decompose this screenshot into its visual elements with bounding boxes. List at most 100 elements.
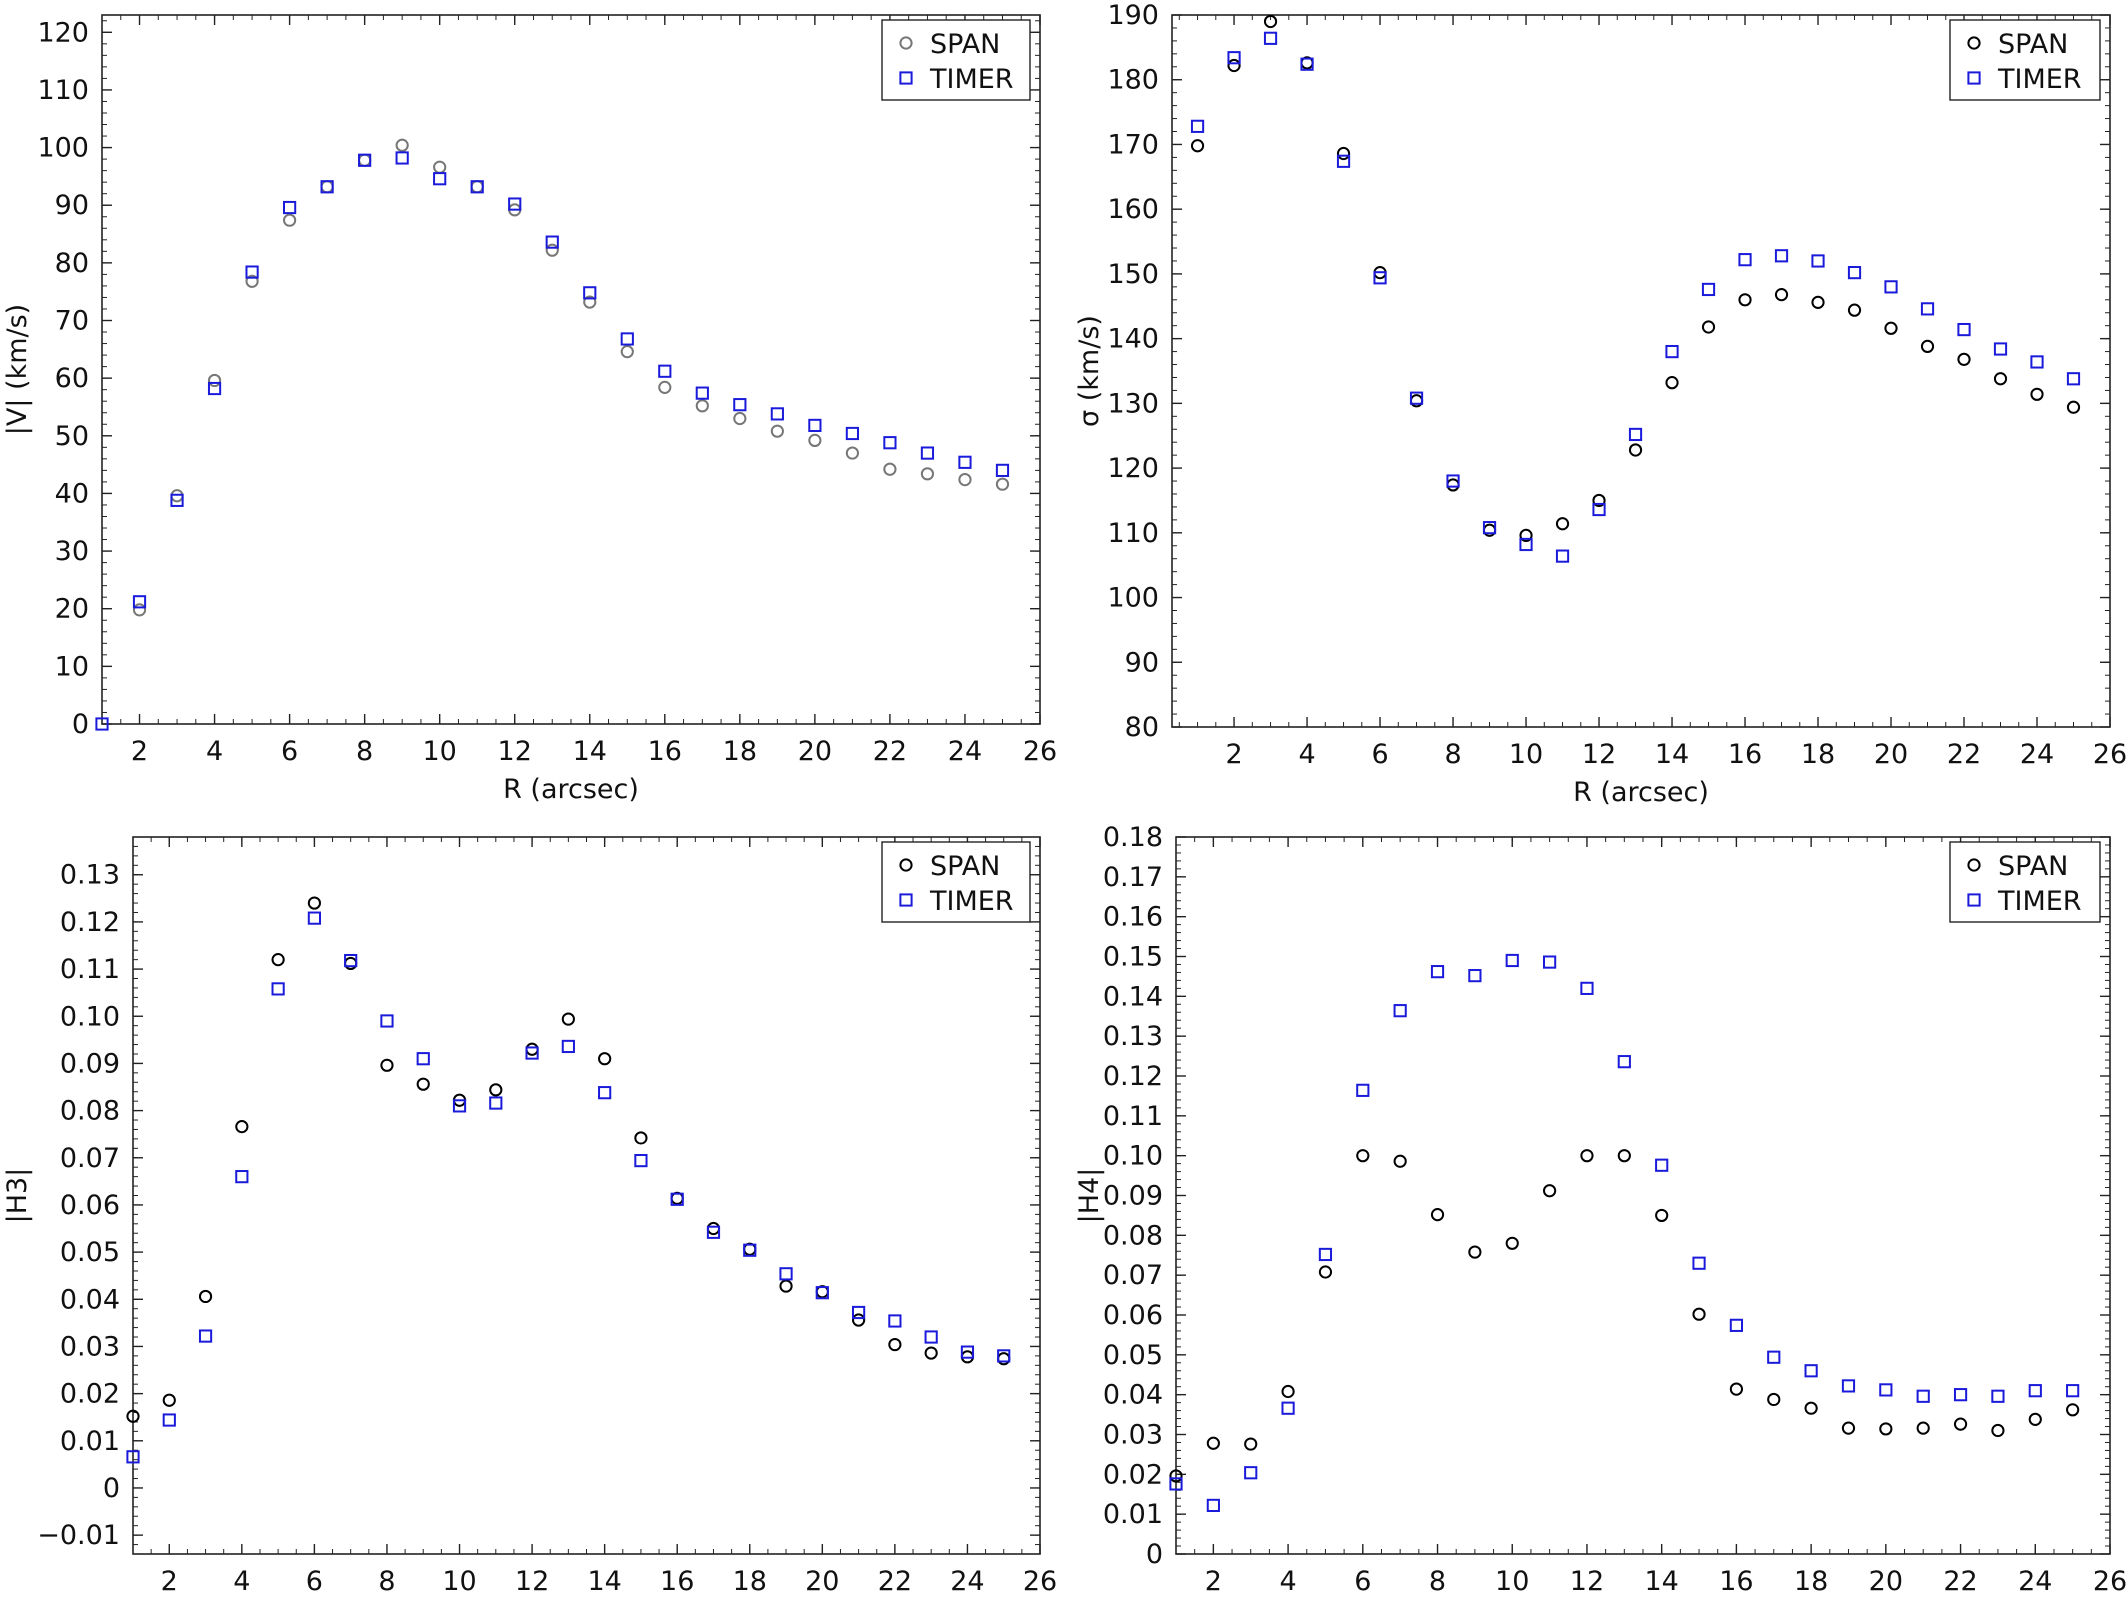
h4-y-tick-label: 0.18 xyxy=(1103,822,1163,853)
velocity-plot-frame xyxy=(101,14,1041,725)
h4-x-tick-label: 22 xyxy=(1943,1566,1977,1597)
h4-x-tick-label: 4 xyxy=(1279,1566,1296,1597)
h3-legend-label-span: SPAN xyxy=(930,851,1000,882)
h4-timer-point xyxy=(1505,953,1519,968)
dispersion-x-tick-label: 10 xyxy=(1509,739,1543,770)
velocity-legend-label-span: SPAN xyxy=(930,29,1000,60)
h4-span-point xyxy=(1580,1149,1594,1163)
dispersion-span-point xyxy=(1774,288,1789,302)
h4-x-tick-label: 6 xyxy=(1354,1566,1371,1597)
dispersion-y-tick-label: 160 xyxy=(1107,194,1159,225)
velocity-timer-point xyxy=(358,153,372,167)
dispersion-y-tick-label: 150 xyxy=(1107,259,1159,290)
velocity-timer-point xyxy=(245,265,259,279)
h4-y-tick-label: 0.02 xyxy=(1103,1459,1163,1490)
h3-timer-point xyxy=(235,1170,249,1184)
h4-span-point xyxy=(1692,1307,1706,1321)
h4-span-point xyxy=(1356,1149,1370,1163)
h4-span-point xyxy=(1729,1382,1744,1396)
h3-timer-point xyxy=(852,1305,866,1320)
h3-legend-box xyxy=(881,841,1031,923)
h4-span-point xyxy=(1281,1384,1295,1399)
h3-span-point xyxy=(634,1131,648,1145)
velocity-span-point xyxy=(695,399,709,413)
h4-panel: 2 4 6 8 10 12 14 16 18 20 22 24 2600.010.020.030.040… xyxy=(1074,822,2127,1606)
dispersion-x-tick-label: 6 xyxy=(1371,739,1388,770)
dispersion-x-tick-label: 24 xyxy=(2020,739,2054,770)
h4-timer-point xyxy=(1543,955,1557,969)
h3-timer-point xyxy=(960,1345,975,1359)
dispersion-y-tick-label: 80 xyxy=(1125,712,1159,743)
velocity-y-tick-label: 20 xyxy=(55,594,89,625)
h3-timer-point xyxy=(126,1450,140,1464)
h4-y-tick-label: 0.12 xyxy=(1103,1061,1163,1092)
square-marker-icon xyxy=(1967,71,1981,85)
dispersion-timer-point xyxy=(1884,280,1898,294)
circle-marker-icon xyxy=(1967,858,1981,872)
velocity-span-point xyxy=(995,477,1010,491)
h3-span-point xyxy=(126,1409,140,1423)
dispersion-timer-point xyxy=(1555,549,1570,563)
velocity-span-point xyxy=(395,138,409,152)
circle-marker-icon xyxy=(899,36,913,50)
h3-x-tick-label: 20 xyxy=(805,1566,839,1597)
velocity-span-point xyxy=(545,243,559,257)
velocity-timer-point xyxy=(583,286,597,300)
h3-y-tick-label: 0.01 xyxy=(60,1426,120,1457)
h4-x-tick-label: 14 xyxy=(1645,1566,1679,1597)
dispersion-span-point xyxy=(1592,493,1606,508)
velocity-y-tick-label: 70 xyxy=(55,306,89,337)
h4-span-point xyxy=(2066,1403,2080,1417)
dispersion-x-tick-label: 20 xyxy=(1874,739,1908,770)
dispersion-x-tick-label: 18 xyxy=(1801,739,1835,770)
h3-x-tick-label: 16 xyxy=(660,1566,694,1597)
velocity-span-point xyxy=(883,462,897,476)
velocity-timer-point xyxy=(207,381,222,396)
h3-span-point xyxy=(852,1313,866,1327)
h3-x-tick-label: 10 xyxy=(442,1566,476,1597)
h3-span-point xyxy=(561,1012,575,1026)
h3-span-point xyxy=(416,1077,430,1091)
dispersion-span-point xyxy=(1993,372,2008,386)
dispersion-timer-point xyxy=(1993,342,2008,356)
h4-y-axis-label: |H4| xyxy=(1074,1168,1105,1224)
dispersion-span-point xyxy=(1665,376,1679,390)
h4-timer-point xyxy=(1655,1158,1669,1172)
h4-timer-point xyxy=(1991,1389,2005,1403)
velocity-x-tick-label: 22 xyxy=(873,736,907,767)
dispersion-timer-point xyxy=(1738,253,1752,267)
h4-span-point xyxy=(1804,1401,1818,1415)
dispersion-span-point xyxy=(1555,517,1570,531)
dispersion-timer-point xyxy=(2030,355,2044,369)
dispersion-timer-point xyxy=(1811,254,1825,268)
h3-legend-label-timer: TIMER xyxy=(929,886,1014,917)
dispersion-timer-point xyxy=(1482,521,1497,535)
velocity-x-tick-label: 6 xyxy=(281,736,298,767)
h4-x-tick-label: 24 xyxy=(2018,1566,2052,1597)
dispersion-x-tick-label: 16 xyxy=(1728,739,1762,770)
dispersion-timer-point xyxy=(1519,537,1533,552)
h3-timer-point xyxy=(271,982,285,996)
h4-span-point xyxy=(1505,1236,1519,1250)
h4-timer-point xyxy=(1804,1364,1818,1378)
h3-span-point xyxy=(307,896,321,910)
dispersion-x-tick-label: 8 xyxy=(1444,739,1461,770)
dispersion-y-tick-label: 100 xyxy=(1107,583,1159,614)
velocity-x-tick-label: 8 xyxy=(356,736,373,767)
dispersion-span-point xyxy=(1884,321,1898,335)
dispersion-timer-point xyxy=(1409,391,1424,405)
dispersion-legend-box xyxy=(1949,19,2101,101)
h4-series-timer xyxy=(1169,953,2080,1513)
h4-plot-frame xyxy=(1175,836,2111,1555)
h3-span-point xyxy=(198,1289,213,1304)
dispersion-timer-point xyxy=(1446,474,1460,488)
dispersion-timer-point xyxy=(1665,344,1679,359)
h4-timer-point xyxy=(1729,1318,1744,1332)
h3-timer-point xyxy=(380,1014,394,1028)
velocity-y-tick-label: 40 xyxy=(55,478,89,509)
velocity-span-point xyxy=(733,411,747,426)
velocity-x-tick-label: 16 xyxy=(648,736,682,767)
h4-span-point xyxy=(1206,1436,1220,1450)
velocity-x-tick-label: 20 xyxy=(798,736,832,767)
h3-span-point xyxy=(235,1120,249,1134)
